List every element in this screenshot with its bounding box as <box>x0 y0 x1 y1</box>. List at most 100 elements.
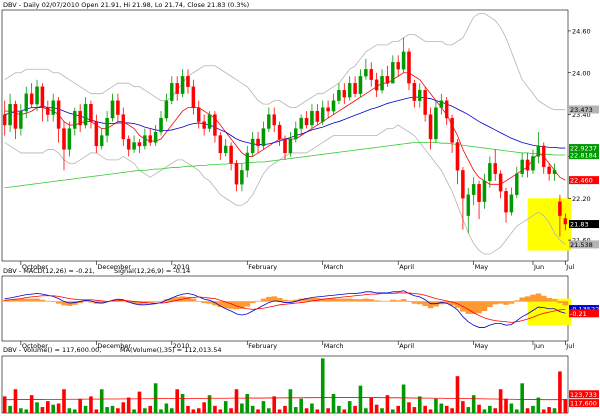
price-panel: 24.6024.0023.4022.8022.2021.60OctoberDec… <box>1 9 599 271</box>
macd-histogram-bar <box>190 298 197 302</box>
candle-body <box>245 152 250 171</box>
macd-histogram-bar <box>470 301 477 314</box>
macd-histogram-bar <box>406 301 412 302</box>
macd-histogram-bar <box>55 301 62 304</box>
candle-body <box>547 166 551 174</box>
volume-bar <box>461 401 465 413</box>
macd-histogram-bar <box>206 301 213 304</box>
volume-bar <box>202 402 206 413</box>
macd-histogram-bar <box>260 298 267 302</box>
macd-histogram-bar <box>325 298 332 302</box>
macd-histogram-bar <box>373 300 380 302</box>
volume-bar <box>444 405 449 413</box>
macd-histogram-bar <box>363 298 369 302</box>
candle-body <box>234 163 239 185</box>
candle-body <box>78 110 82 126</box>
candle-body <box>552 170 557 174</box>
macd-histogram-bar <box>249 301 256 304</box>
volume-bar <box>477 404 481 413</box>
macd-histogram-bar <box>131 301 137 304</box>
candle-body <box>288 138 293 154</box>
macd-x-tick-label: December <box>97 342 131 350</box>
macd-histogram-bar <box>454 301 461 308</box>
volume-bar <box>299 398 303 413</box>
macd-histogram-bar <box>546 298 553 302</box>
macd-histogram-bar <box>465 301 472 314</box>
macd-histogram-bar <box>368 299 375 302</box>
price-tag-4: 21.83 <box>570 221 589 229</box>
macd-histogram-bar <box>524 296 531 302</box>
volume-bar <box>164 403 169 413</box>
candle-body <box>488 163 492 181</box>
candle-body <box>347 83 352 98</box>
volume-bar <box>547 407 551 413</box>
candle-body <box>455 142 460 171</box>
macd-histogram-bar <box>384 300 391 302</box>
price-panel-title: DBV - Daily 02/07/2010 Open 21.91, Hi 21… <box>3 1 249 9</box>
candle-body <box>159 117 163 133</box>
volume-bar <box>40 407 45 413</box>
macd-histogram-bar <box>201 301 208 304</box>
macd-x-tick-label: March <box>324 342 344 350</box>
volume-bar <box>175 389 179 413</box>
volume-bar <box>493 408 498 413</box>
candle-body <box>218 135 223 154</box>
macd-histogram-bar <box>266 296 272 302</box>
macd-tag-1: -0.21 <box>570 310 587 318</box>
price-x-tick-label: Jun <box>533 263 544 271</box>
signal-line <box>4 292 566 323</box>
macd-histogram-bar <box>346 298 353 302</box>
volume-bar <box>423 405 427 413</box>
volume-tag-0-box <box>569 390 599 399</box>
candle-body <box>62 128 66 150</box>
volume-bar <box>380 408 384 413</box>
candle-body <box>423 90 427 115</box>
macd-histogram-bar <box>503 301 509 305</box>
candle-body <box>337 90 341 101</box>
volume-bar <box>153 383 158 413</box>
volume-bar <box>450 408 454 413</box>
macd-histogram-bar <box>481 301 488 312</box>
volume-bar <box>143 408 147 413</box>
candle-body <box>94 121 99 147</box>
price-x-tick-label: Jul <box>565 263 574 271</box>
volume-bar <box>159 409 163 413</box>
volume-bar <box>417 396 422 413</box>
candle-body <box>105 117 109 136</box>
volume-bar <box>498 389 503 413</box>
candle-body <box>304 117 309 126</box>
macd-histogram-bar <box>282 299 288 302</box>
macd-histogram-bar <box>514 300 520 302</box>
candle-body <box>283 138 287 154</box>
macd-histogram-bar <box>174 296 181 302</box>
candle-body <box>272 114 276 126</box>
candle-body <box>450 117 454 143</box>
volume-tag-1-box <box>569 399 599 408</box>
macd-x-tick-label: May <box>475 342 489 350</box>
candle-body <box>277 124 282 140</box>
candle-body <box>197 107 201 122</box>
candle-body <box>67 128 72 150</box>
volume-bar <box>126 397 131 413</box>
candle-body <box>477 184 481 202</box>
macd-histogram-bar <box>492 301 499 305</box>
candle-body <box>380 76 384 91</box>
macd-histogram-bar <box>23 298 30 302</box>
volume-bar <box>509 403 514 413</box>
price-x-tick-label: December <box>97 263 131 271</box>
volume-bar <box>471 395 476 413</box>
volume-ma-line <box>4 397 566 401</box>
candle-body <box>46 107 50 115</box>
volume-bar <box>89 396 93 413</box>
volume-bar <box>121 402 126 413</box>
volume-bar <box>132 409 136 413</box>
price-tag-0-box <box>569 105 599 114</box>
macd-panel: October December 2010 February March April May… <box>1 275 599 350</box>
macd-x-tick-label: Jun <box>533 342 544 350</box>
volume-bar <box>504 398 508 413</box>
price-highlight-box <box>527 198 572 251</box>
macd-histogram-bar <box>77 301 84 304</box>
macd-histogram-bar <box>417 301 423 305</box>
volume-bar <box>29 395 34 413</box>
